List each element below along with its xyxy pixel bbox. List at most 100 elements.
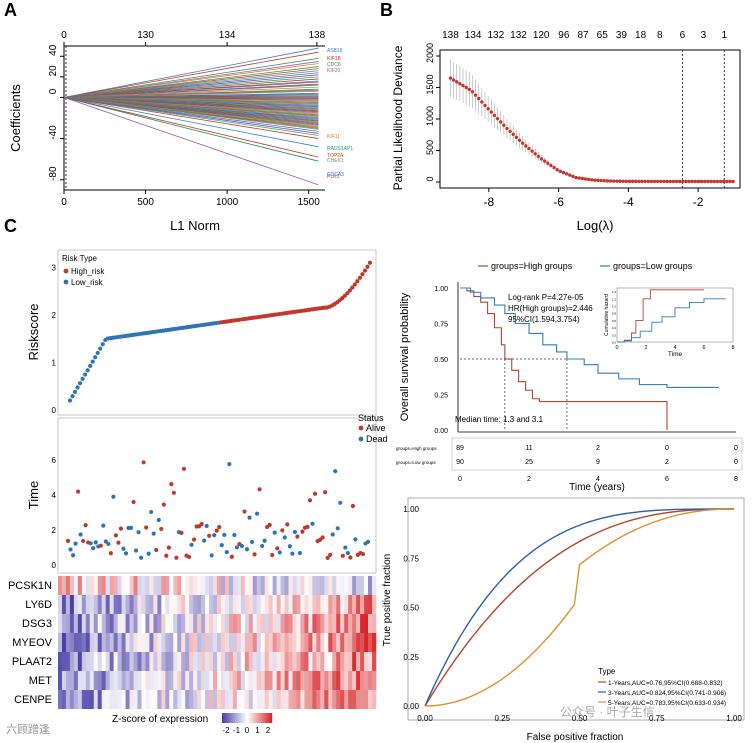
- heat-cell: [364, 633, 369, 652]
- risk-y-tick: 0: [52, 406, 57, 415]
- roc-legend-title: Type: [598, 667, 616, 676]
- heat-cell: [224, 595, 230, 614]
- heat-cell: [232, 576, 238, 595]
- heat-cell: [272, 652, 277, 671]
- heat-cell: [340, 633, 345, 652]
- heat-cell: [268, 690, 273, 709]
- cv-point: [615, 179, 619, 183]
- heat-cell: [232, 633, 238, 652]
- heat-cell: [308, 595, 313, 614]
- heat-cell: [93, 614, 99, 633]
- heat-cell: [77, 652, 83, 671]
- heat-cell: [328, 633, 333, 652]
- heat-cell: [133, 652, 138, 671]
- heat-cell: [177, 671, 182, 690]
- heat-cell: [292, 633, 297, 652]
- km-x-tick: 2: [527, 476, 531, 483]
- coef-line: [63, 97, 319, 186]
- heat-cell: [173, 671, 178, 690]
- roc-1y: [424, 508, 735, 707]
- km-y-tick: 0.00: [434, 428, 448, 435]
- heat-cell: [113, 576, 118, 595]
- status-point: [227, 462, 232, 467]
- heat-cell: [324, 652, 329, 671]
- heat-cell: [205, 690, 210, 709]
- heat-cell: [153, 576, 158, 595]
- heat-cell: [209, 652, 214, 671]
- km-y-tick: 0.50: [434, 357, 448, 364]
- heat-cell: [372, 576, 377, 595]
- cv-point: [681, 179, 685, 184]
- heat-cell: [101, 652, 106, 671]
- legend-tick: 0: [245, 726, 250, 735]
- heat-cell: [165, 671, 170, 690]
- risk-legend-high-dot: [63, 268, 69, 274]
- heat-cell: [292, 576, 297, 595]
- heat-cell: [133, 690, 138, 709]
- heat-cell: [272, 595, 277, 614]
- heat-cell: [316, 614, 321, 633]
- status-point: [83, 523, 88, 528]
- legend-swatch: [257, 713, 259, 723]
- heat-cell: [93, 595, 99, 614]
- heat-cell: [217, 690, 222, 709]
- legend-swatch: [229, 713, 231, 723]
- heat-cell: [129, 652, 134, 671]
- heat-cell: [324, 671, 329, 690]
- status-point: [257, 487, 262, 492]
- heat-cell: [348, 595, 353, 614]
- heat-cell: [77, 595, 83, 614]
- heat-cell: [240, 671, 246, 690]
- status-point: [365, 539, 371, 544]
- status-point: [159, 526, 164, 532]
- heat-cell: [368, 576, 373, 595]
- legend-swatch: [271, 713, 273, 723]
- heat-cell: [252, 671, 258, 690]
- cv-point: [721, 179, 726, 184]
- heat-cell: [364, 690, 369, 709]
- heat-cell: [141, 595, 146, 614]
- km-legend-low: groups=Low groups: [613, 261, 693, 271]
- heat-cell: [268, 576, 273, 595]
- heat-cell: [89, 595, 95, 614]
- legend-swatch: [237, 713, 239, 723]
- roc-legend-entry: 3-Years,AUC=0.824,95%CI(0.741-0.906): [608, 690, 726, 697]
- status-point: [139, 555, 144, 560]
- status-point: [292, 529, 297, 535]
- heat-cell: [157, 595, 162, 614]
- heat-cell: [324, 690, 329, 709]
- heat-cell: [276, 614, 281, 633]
- cv-point: [502, 123, 506, 127]
- heat-cell: [149, 690, 154, 709]
- roc-x-tick: 0.50: [572, 714, 588, 723]
- heat-cell: [320, 652, 325, 671]
- heat-cell: [372, 595, 377, 614]
- heat-cell: [300, 690, 305, 709]
- status-point: [151, 531, 156, 536]
- cv-point: [555, 168, 559, 172]
- status-point: [101, 523, 106, 528]
- risk-point: [352, 282, 357, 287]
- heat-cell: [352, 595, 357, 614]
- cv-point: [483, 103, 487, 108]
- heat-cell: [153, 614, 158, 633]
- risk-point: [95, 350, 100, 356]
- heat-cell: [364, 614, 369, 633]
- heat-cell: [58, 671, 63, 690]
- status-point: [244, 547, 250, 552]
- heat-cell: [173, 690, 178, 709]
- heat-cell: [256, 690, 262, 709]
- heat-cell: [125, 595, 130, 614]
- heat-cell: [332, 652, 337, 671]
- heat-cell: [292, 671, 297, 690]
- heat-cell: [85, 671, 91, 690]
- heat-cell: [264, 576, 269, 595]
- status-point: [169, 482, 174, 487]
- legend-swatch: [235, 713, 237, 723]
- heat-cell: [185, 614, 190, 633]
- cv-point: [699, 179, 704, 184]
- heat-cell: [296, 633, 301, 652]
- heat-cell: [300, 595, 305, 614]
- heat-cell: [165, 595, 170, 614]
- heat-cell: [372, 614, 377, 633]
